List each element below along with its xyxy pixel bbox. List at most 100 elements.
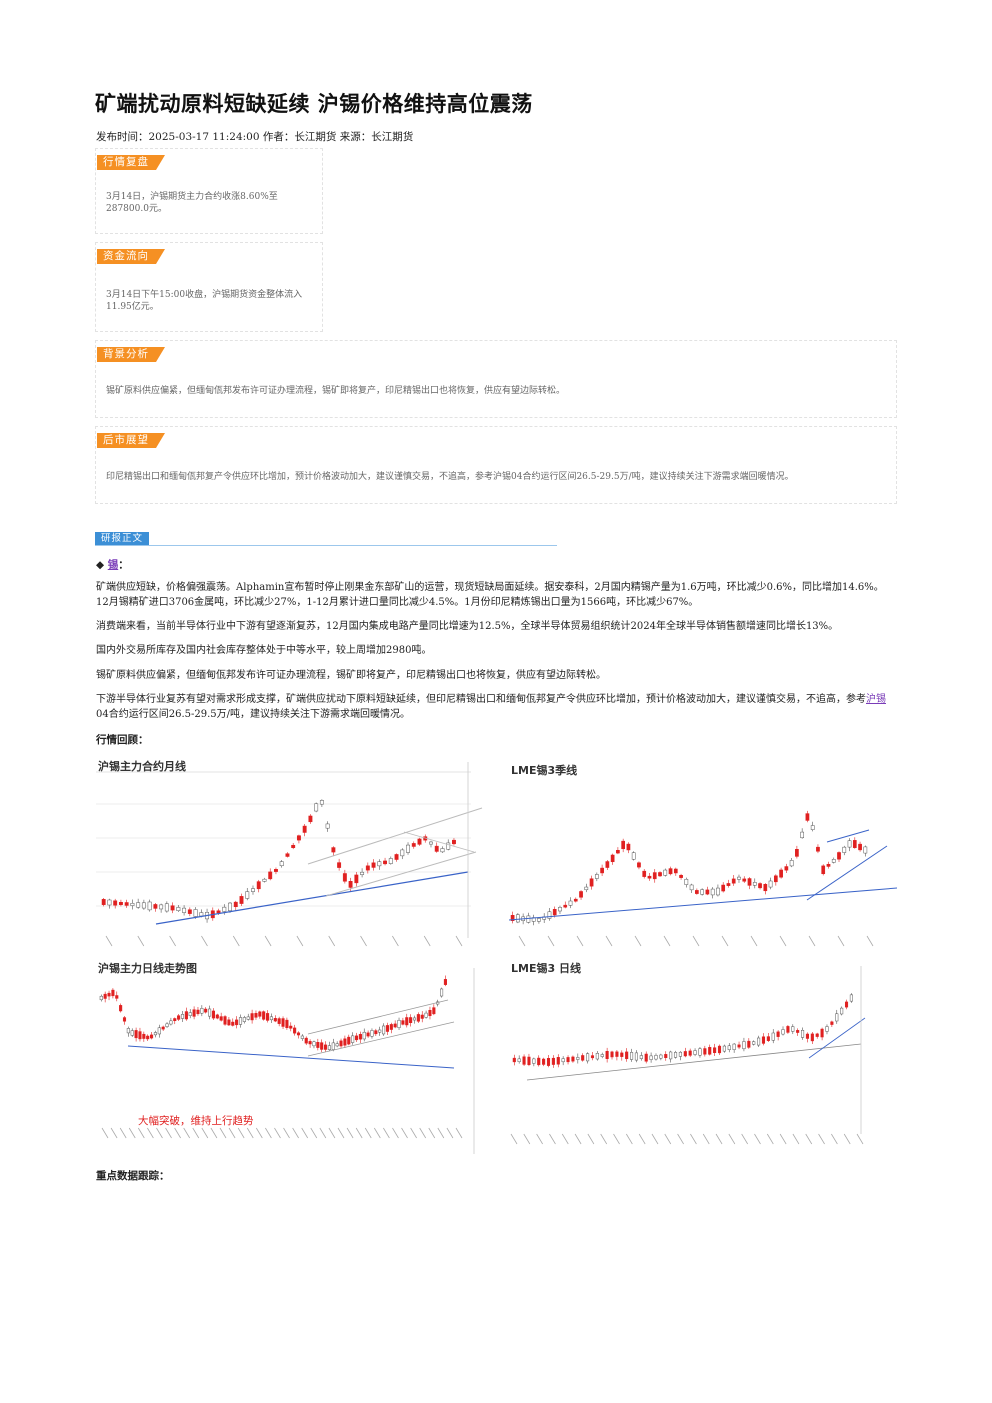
paragraph-1: 矿端供应短缺，价格偏强震荡。Alphamin宣布暂时停止刚果金东部矿山的运营，现… bbox=[96, 582, 884, 608]
x-tick-mark bbox=[137, 1127, 145, 1139]
candle bbox=[849, 994, 853, 1002]
candle bbox=[600, 867, 604, 874]
chart-shfe-monthly: 沪锡主力合约月线 bbox=[96, 756, 492, 956]
x-tick-mark bbox=[346, 1127, 354, 1139]
candle bbox=[446, 842, 451, 850]
candle bbox=[216, 910, 221, 914]
candle bbox=[296, 1032, 301, 1036]
candle bbox=[737, 876, 741, 880]
candle bbox=[795, 849, 799, 857]
trend-support-line bbox=[155, 871, 469, 925]
x-tick-mark bbox=[156, 1127, 163, 1139]
paragraph-4: 锡矿原料供应偏紧，但缅甸佤邦发布许可证办理流程，锡矿即将复产，印尼精锡出口也将恢… bbox=[96, 670, 606, 681]
candle bbox=[571, 1056, 575, 1062]
candle bbox=[647, 875, 652, 879]
candle bbox=[831, 859, 836, 863]
x-tick-mark bbox=[246, 1127, 254, 1139]
x-tick-mark bbox=[165, 1127, 172, 1139]
candle bbox=[689, 884, 694, 891]
x-tick-mark bbox=[383, 1127, 390, 1139]
x-tick-mark bbox=[805, 1133, 813, 1145]
candle bbox=[308, 1041, 312, 1045]
candle bbox=[566, 1057, 570, 1063]
candle bbox=[796, 1030, 800, 1033]
candle bbox=[440, 988, 444, 997]
candle bbox=[625, 1051, 629, 1060]
candle bbox=[558, 907, 562, 912]
x-tick-mark bbox=[741, 1133, 749, 1145]
candle bbox=[277, 1018, 281, 1024]
x-tick-mark bbox=[547, 935, 555, 947]
x-tick-mark bbox=[228, 1127, 236, 1139]
candle bbox=[222, 906, 227, 912]
candle bbox=[331, 847, 336, 853]
candle bbox=[673, 1052, 678, 1058]
candle bbox=[235, 1019, 239, 1026]
candle bbox=[673, 868, 678, 874]
candle bbox=[383, 860, 388, 865]
candle bbox=[810, 825, 815, 830]
candle bbox=[409, 1017, 413, 1023]
candle bbox=[111, 989, 115, 997]
tag-outlook: 后市展望 bbox=[97, 433, 165, 448]
candle bbox=[180, 1014, 185, 1019]
candle bbox=[348, 881, 353, 888]
candle bbox=[820, 1028, 824, 1038]
candle bbox=[631, 852, 636, 860]
x-tick-mark bbox=[613, 1133, 620, 1145]
chart-shfe-monthly-title: 沪锡主力合约月线 bbox=[98, 760, 186, 773]
x-tick-labels bbox=[518, 935, 874, 947]
paragraph-5: 下游半导体行业复苏有望对需求形成支撑，矿端供应扰动下原料短缺延续，但印尼精锡出口… bbox=[96, 693, 896, 722]
background-text: 锡矿原料供应偏紧，但缅甸佤邦发布许可证办理流程，锡矿即将复产，印尼精锡出口也将恢… bbox=[106, 386, 566, 396]
x-tick-mark bbox=[690, 1133, 697, 1145]
candle bbox=[837, 852, 841, 860]
channel-lower-line bbox=[806, 845, 888, 901]
candle bbox=[610, 1051, 614, 1058]
candle bbox=[579, 891, 583, 898]
section-tag-report-body: 研报正文 bbox=[95, 532, 150, 545]
candle bbox=[522, 1056, 526, 1065]
candle bbox=[835, 1013, 839, 1022]
candles bbox=[101, 799, 456, 923]
candle bbox=[101, 899, 106, 905]
channel-lower-line bbox=[307, 1021, 455, 1057]
candle bbox=[289, 1025, 293, 1029]
candle bbox=[147, 901, 152, 911]
shfe-tin-link[interactable]: 沪锡 bbox=[866, 694, 886, 705]
tin-link[interactable]: 锡 bbox=[107, 559, 119, 571]
x-tick-mark bbox=[455, 935, 463, 947]
candle bbox=[669, 1051, 673, 1060]
card-fund-flow: 资金流向 3月14日下午15:00收盘，沪锡期货资金整体流入11.95亿元。 bbox=[95, 242, 323, 332]
candle bbox=[188, 1012, 192, 1016]
paragraph-3: 国内外交易所库存及国内社会库存整体处于中等水平，较上周增加2980吨。 bbox=[96, 645, 432, 656]
candle bbox=[721, 884, 726, 892]
candle bbox=[727, 1045, 731, 1050]
candle bbox=[103, 993, 107, 999]
candle bbox=[654, 1055, 658, 1060]
candle bbox=[589, 878, 594, 887]
chart-shfe-daily: 沪锡主力日线走势图 大幅突破，维持上行趋势 bbox=[96, 958, 492, 1158]
candle bbox=[605, 1050, 609, 1059]
x-tick-mark bbox=[721, 935, 729, 947]
candle bbox=[343, 1038, 347, 1046]
candle bbox=[362, 1031, 366, 1040]
candle bbox=[365, 865, 370, 871]
candle bbox=[170, 905, 175, 911]
candle bbox=[324, 1044, 328, 1050]
x-tick-mark bbox=[523, 1133, 531, 1145]
candle bbox=[173, 1018, 177, 1022]
candle bbox=[176, 907, 181, 911]
candle bbox=[231, 1021, 235, 1026]
candle bbox=[388, 858, 393, 864]
x-tick-mark bbox=[101, 1127, 109, 1139]
candle bbox=[300, 1035, 304, 1039]
x-tick-mark bbox=[574, 1133, 582, 1145]
candle bbox=[766, 1036, 770, 1041]
candle bbox=[269, 1016, 273, 1021]
candle bbox=[428, 1010, 432, 1016]
paragraph-5-post: 04合约运行区间26.5-29.5万/吨，建议持续关注下游需求端回暖情况。 bbox=[96, 708, 411, 720]
candle bbox=[411, 843, 416, 847]
chart-lme-daily: LME锡3 日线 bbox=[509, 958, 897, 1158]
candle bbox=[378, 1029, 382, 1033]
candle bbox=[273, 1018, 277, 1022]
